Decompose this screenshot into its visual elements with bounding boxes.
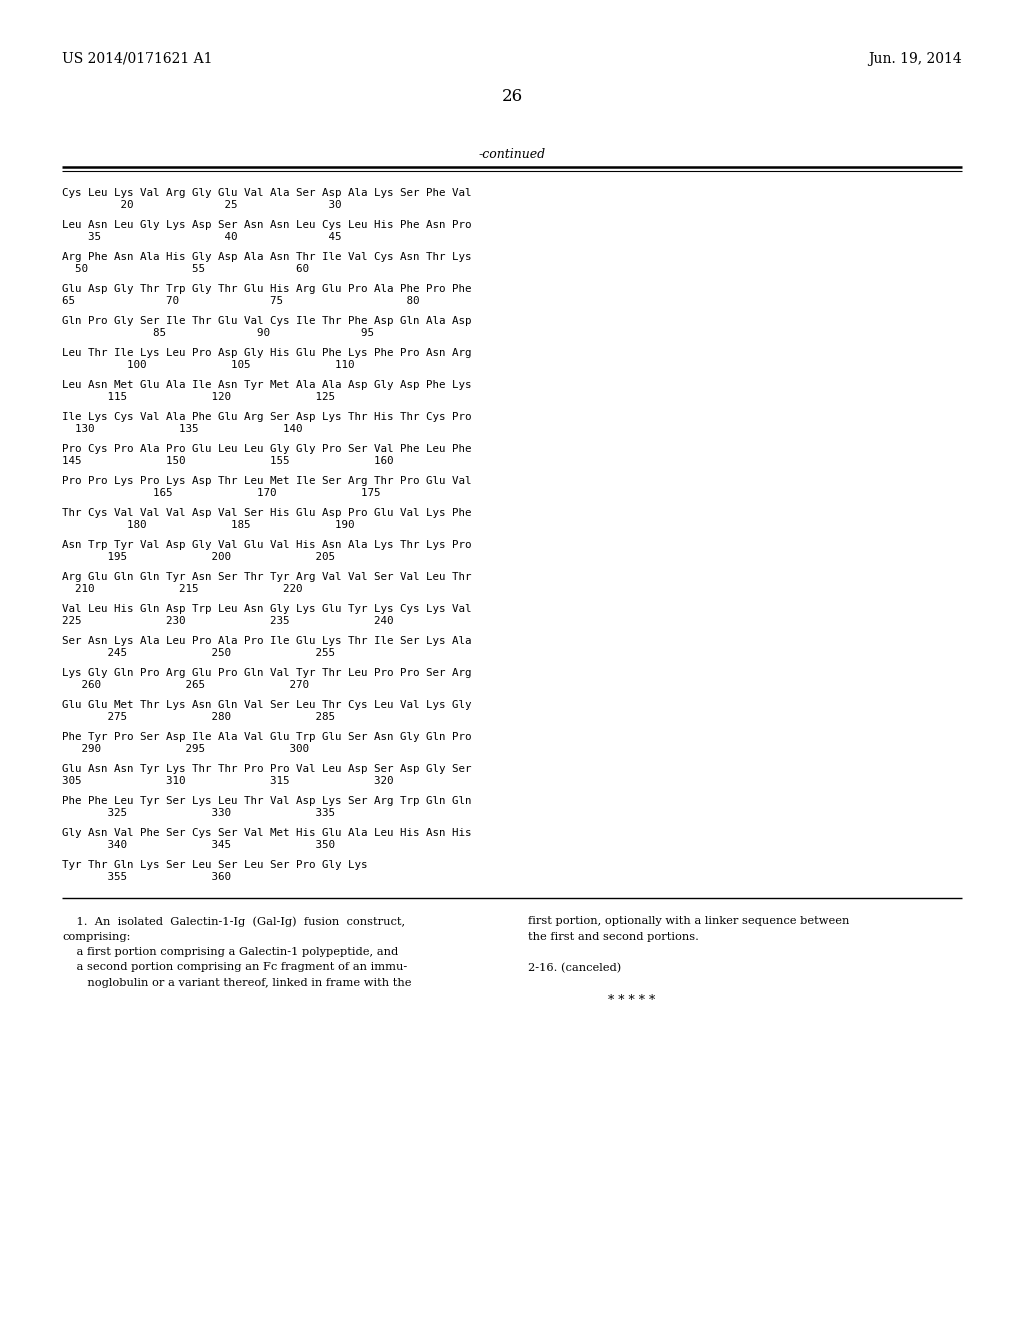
Text: 85              90              95: 85 90 95 [62,327,374,338]
Text: Phe Tyr Pro Ser Asp Ile Ala Val Glu Trp Glu Ser Asn Gly Gln Pro: Phe Tyr Pro Ser Asp Ile Ala Val Glu Trp … [62,733,471,742]
Text: 325             330             335: 325 330 335 [62,808,335,818]
Text: Jun. 19, 2014: Jun. 19, 2014 [868,51,962,66]
Text: Arg Glu Gln Gln Tyr Asn Ser Thr Tyr Arg Val Val Ser Val Leu Thr: Arg Glu Gln Gln Tyr Asn Ser Thr Tyr Arg … [62,572,471,582]
Text: a first portion comprising a Galectin-1 polypeptide, and: a first portion comprising a Galectin-1 … [62,946,398,957]
Text: Glu Asn Asn Tyr Lys Thr Thr Pro Pro Val Leu Asp Ser Asp Gly Ser: Glu Asn Asn Tyr Lys Thr Thr Pro Pro Val … [62,764,471,774]
Text: Leu Asn Met Glu Ala Ile Asn Tyr Met Ala Ala Asp Gly Asp Phe Lys: Leu Asn Met Glu Ala Ile Asn Tyr Met Ala … [62,380,471,389]
Text: Cys Leu Lys Val Arg Gly Glu Val Ala Ser Asp Ala Lys Ser Phe Val: Cys Leu Lys Val Arg Gly Glu Val Ala Ser … [62,187,471,198]
Text: 20              25              30: 20 25 30 [62,201,341,210]
Text: 26: 26 [502,88,522,106]
Text: 245             250             255: 245 250 255 [62,648,335,657]
Text: 355             360: 355 360 [62,873,231,882]
Text: 305             310             315             320: 305 310 315 320 [62,776,393,785]
Text: Asn Trp Tyr Val Asp Gly Val Glu Val His Asn Ala Lys Thr Lys Pro: Asn Trp Tyr Val Asp Gly Val Glu Val His … [62,540,471,550]
Text: Phe Phe Leu Tyr Ser Lys Leu Thr Val Asp Lys Ser Arg Trp Gln Gln: Phe Phe Leu Tyr Ser Lys Leu Thr Val Asp … [62,796,471,807]
Text: Glu Asp Gly Thr Trp Gly Thr Glu His Arg Glu Pro Ala Phe Pro Phe: Glu Asp Gly Thr Trp Gly Thr Glu His Arg … [62,284,471,294]
Text: a second portion comprising an Fc fragment of an immu-: a second portion comprising an Fc fragme… [62,962,408,973]
Text: 195             200             205: 195 200 205 [62,552,335,562]
Text: -continued: -continued [478,148,546,161]
Text: Pro Pro Lys Pro Lys Asp Thr Leu Met Ile Ser Arg Thr Pro Glu Val: Pro Pro Lys Pro Lys Asp Thr Leu Met Ile … [62,477,471,486]
Text: Glu Glu Met Thr Lys Asn Gln Val Ser Leu Thr Cys Leu Val Lys Gly: Glu Glu Met Thr Lys Asn Gln Val Ser Leu … [62,700,471,710]
Text: first portion, optionally with a linker sequence between: first portion, optionally with a linker … [528,916,849,927]
Text: 145             150             155             160: 145 150 155 160 [62,455,393,466]
Text: Thr Cys Val Val Val Asp Val Ser His Glu Asp Pro Glu Val Lys Phe: Thr Cys Val Val Val Asp Val Ser His Glu … [62,508,471,517]
Text: Gly Asn Val Phe Ser Cys Ser Val Met His Glu Ala Leu His Asn His: Gly Asn Val Phe Ser Cys Ser Val Met His … [62,828,471,838]
Text: 1.  An  isolated  Galectin-1-Ig  (Gal-Ig)  fusion  construct,: 1. An isolated Galectin-1-Ig (Gal-Ig) fu… [62,916,406,927]
Text: Leu Asn Leu Gly Lys Asp Ser Asn Asn Leu Cys Leu His Phe Asn Pro: Leu Asn Leu Gly Lys Asp Ser Asn Asn Leu … [62,220,471,230]
Text: Ser Asn Lys Ala Leu Pro Ala Pro Ile Glu Lys Thr Ile Ser Lys Ala: Ser Asn Lys Ala Leu Pro Ala Pro Ile Glu … [62,636,471,645]
Text: 2-16. (canceled): 2-16. (canceled) [528,962,622,973]
Text: 35                   40              45: 35 40 45 [62,232,341,242]
Text: Tyr Thr Gln Lys Ser Leu Ser Leu Ser Pro Gly Lys: Tyr Thr Gln Lys Ser Leu Ser Leu Ser Pro … [62,861,368,870]
Text: 275             280             285: 275 280 285 [62,711,335,722]
Text: Val Leu His Gln Asp Trp Leu Asn Gly Lys Glu Tyr Lys Cys Lys Val: Val Leu His Gln Asp Trp Leu Asn Gly Lys … [62,605,471,614]
Text: Gln Pro Gly Ser Ile Thr Glu Val Cys Ile Thr Phe Asp Gln Ala Asp: Gln Pro Gly Ser Ile Thr Glu Val Cys Ile … [62,315,471,326]
Text: * * * * *: * * * * * [608,994,655,1006]
Text: 225             230             235             240: 225 230 235 240 [62,616,393,626]
Text: 100             105             110: 100 105 110 [62,360,354,370]
Text: Lys Gly Gln Pro Arg Glu Pro Gln Val Tyr Thr Leu Pro Pro Ser Arg: Lys Gly Gln Pro Arg Glu Pro Gln Val Tyr … [62,668,471,678]
Text: 340             345             350: 340 345 350 [62,840,335,850]
Text: comprising:: comprising: [62,932,130,941]
Text: 65              70              75                   80: 65 70 75 80 [62,296,420,306]
Text: 260             265             270: 260 265 270 [62,680,309,690]
Text: 115             120             125: 115 120 125 [62,392,335,403]
Text: Leu Thr Ile Lys Leu Pro Asp Gly His Glu Phe Lys Phe Pro Asn Arg: Leu Thr Ile Lys Leu Pro Asp Gly His Glu … [62,348,471,358]
Text: US 2014/0171621 A1: US 2014/0171621 A1 [62,51,213,66]
Text: 180             185             190: 180 185 190 [62,520,354,531]
Text: 50                55              60: 50 55 60 [62,264,309,275]
Text: noglobulin or a variant thereof, linked in frame with the: noglobulin or a variant thereof, linked … [62,978,412,987]
Text: Arg Phe Asn Ala His Gly Asp Ala Asn Thr Ile Val Cys Asn Thr Lys: Arg Phe Asn Ala His Gly Asp Ala Asn Thr … [62,252,471,261]
Text: 165             170             175: 165 170 175 [62,488,381,498]
Text: Ile Lys Cys Val Ala Phe Glu Arg Ser Asp Lys Thr His Thr Cys Pro: Ile Lys Cys Val Ala Phe Glu Arg Ser Asp … [62,412,471,422]
Text: Pro Cys Pro Ala Pro Glu Leu Leu Gly Gly Pro Ser Val Phe Leu Phe: Pro Cys Pro Ala Pro Glu Leu Leu Gly Gly … [62,444,471,454]
Text: 210             215             220: 210 215 220 [62,583,302,594]
Text: 290             295             300: 290 295 300 [62,744,309,754]
Text: the first and second portions.: the first and second portions. [528,932,698,941]
Text: 130             135             140: 130 135 140 [62,424,302,434]
